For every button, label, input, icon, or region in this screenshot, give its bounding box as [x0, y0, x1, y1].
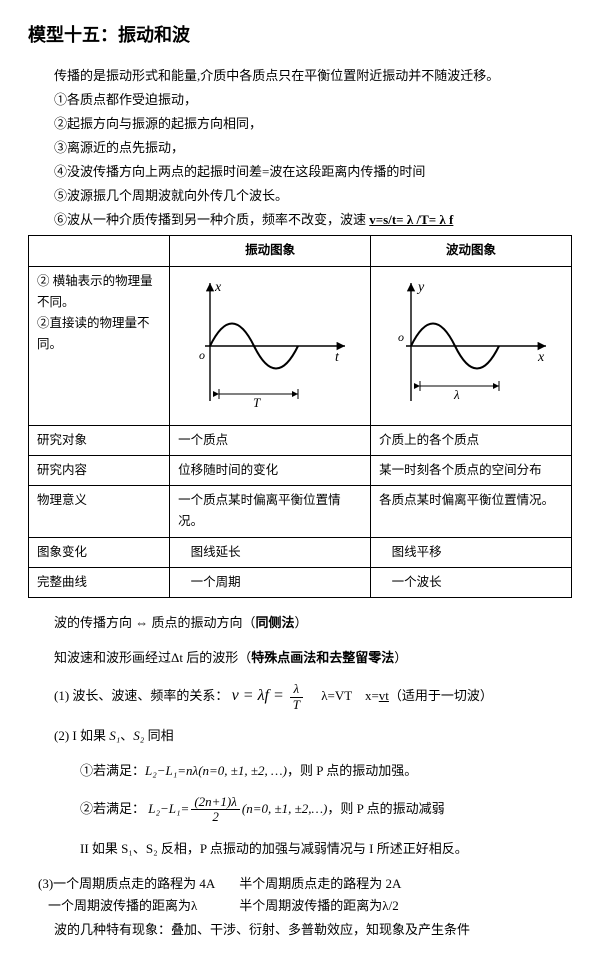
col-vibration: 振动图象	[170, 236, 371, 266]
yaxis-label-2: y	[416, 280, 425, 295]
line-direction: 波的传播方向 ⇔ 质点的振动方向（同侧法）	[54, 612, 572, 634]
vibration-graph-icon: x t o T	[185, 271, 355, 411]
xaxis-label: t	[335, 350, 340, 365]
yaxis-label: x	[214, 280, 222, 295]
col-wave: 波动图象	[371, 236, 572, 266]
line-shape-after-dt: 知波速和波形画经过Δt 后的波形（特殊点画法和去整留零法）	[54, 647, 572, 669]
intro-lead: 传播的是振动形式和能量,介质中各质点只在平衡位置附近振动并不随波迁移。	[54, 65, 572, 87]
cond-destructive: ②若满足： L₂−L₁=(2n+1)λ2(n=0, ±1, ±2,…)，则 P …	[80, 795, 572, 825]
line-case-II: II 如果 S₁、S₂ 反相，P 点振动的加强与减弱情况与 I 所述正好相反。	[80, 838, 572, 860]
intro-block: 传播的是振动形式和能量,介质中各质点只在平衡位置附近振动并不随波迁移。 ①各质点…	[54, 65, 572, 232]
row-notes: ② 横轴表示的物理量不同。 ②直接读的物理量不同。	[29, 266, 170, 425]
bullet-5: ⑤波源振几个周期波就向外传几个波长。	[54, 185, 572, 207]
cond-constructive: ①若满足：L₂−L₁=nλ(n=0, ±1, ±2, …)，则 P 点的振动加强…	[80, 760, 572, 782]
bullet-2: ②起振方向与振源的起振方向相同，	[54, 113, 572, 135]
line-formula-1: (1) 波长、波速、频率的关系： v = λf = λT λ=VT x=vt（适…	[54, 682, 572, 712]
page-title: 模型十五：振动和波	[28, 20, 572, 51]
svg-text:o: o	[398, 330, 404, 344]
period-distance-block: (3)一个周期质点走的路程为 4A 一个周期波传播的距离为λ 半个周期质点走的路…	[38, 873, 572, 917]
bullet-1: ①各质点都作受迫振动，	[54, 89, 572, 111]
bullet-6: ⑥波从一种介质传播到另一种介质，频率不改变，波速 v=s/t= λ /T= λ …	[54, 209, 572, 231]
bullet-3: ③离源近的点先振动，	[54, 137, 572, 159]
vibration-graph-cell: x t o T	[170, 266, 371, 425]
wave-graph-icon: y x o λ	[386, 271, 556, 411]
line-case-I: (2) I 如果 S₁、S₂ 同相	[54, 725, 572, 747]
svg-text:o: o	[199, 348, 205, 362]
bullet-4: ④没波传播方向上两点的起振时间差=波在这段距离内传播的时间	[54, 161, 572, 183]
line-phenomena: 波的几种特有现象：叠加、干涉、衍射、多普勒效应，知现象及产生条件	[54, 919, 572, 941]
comparison-table: 振动图象 波动图象 ② 横轴表示的物理量不同。 ②直接读的物理量不同。 x t …	[28, 235, 572, 598]
span-label: T	[253, 395, 261, 410]
wave-graph-cell: y x o λ	[371, 266, 572, 425]
span-label-2: λ	[453, 387, 460, 402]
xaxis-label-2: x	[537, 350, 545, 365]
